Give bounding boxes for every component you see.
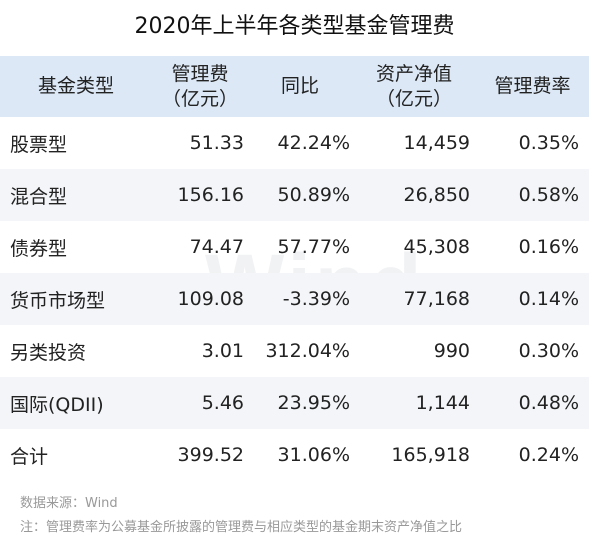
cell-fee-rate: 0.14% — [476, 273, 589, 325]
header-fund-type: 基金类型 — [0, 56, 152, 117]
cell-fee-rate: 0.30% — [518, 340, 579, 362]
cell-yoy: 31.06% — [277, 444, 350, 466]
header-management-fee: 管理费 （亿元） — [152, 56, 248, 117]
cell-fee-rate: 0.24% — [518, 444, 579, 466]
footnote: 注：管理费率为公募基金所披露的管理费与相应类型的基金期末资产净值之比 — [20, 520, 463, 535]
cell-yoy: 57.77% — [277, 236, 350, 258]
cell-fund-type: 债券型 — [10, 237, 68, 260]
cell-management-fee: 156.16 — [152, 169, 248, 221]
cell-fee-rate: 0.48% — [476, 377, 589, 429]
cell-management-fee: 5.46 — [152, 377, 248, 429]
cell-management-fee: 3.01 — [201, 340, 244, 362]
table-row: 债券型 74.47 57.77% 45,308 0.16% — [0, 221, 589, 273]
header-management-fee-line2: （亿元） — [161, 87, 238, 110]
header-net-asset-value-line2: （亿元） — [375, 87, 452, 110]
table-title: 2020年上半年各类型基金管理费 — [134, 14, 455, 39]
header-management-fee-line1: 管理费 — [171, 62, 229, 85]
header-fee-rate: 管理费率 — [476, 56, 589, 117]
cell-fund-type: 另类投资 — [10, 341, 87, 364]
cell-net-asset-value: 45,308 — [403, 236, 470, 258]
cell-fund-type: 股票型 — [10, 133, 68, 156]
cell-yoy: 42.24% — [277, 132, 350, 154]
fee-table: 基金类型 管理费 （亿元） 同比 资产净值 （亿元） 管理费率 股票型 51.3… — [0, 56, 589, 481]
table-row: 另类投资 3.01 312.04% 990 0.30% — [0, 325, 589, 377]
header-fund-type-line1: 基金类型 — [37, 75, 114, 97]
data-source-note: 数据来源：Wind — [20, 496, 118, 511]
table-row-total: 合计 399.52 31.06% 165,918 0.24% — [0, 429, 589, 481]
header-yoy: 同比 — [248, 56, 352, 117]
cell-net-asset-value: 165,918 — [391, 444, 470, 466]
table-row: 股票型 51.33 42.24% 14,459 0.35% — [0, 117, 589, 169]
header-net-asset-value-line1: 资产净值 — [375, 62, 452, 85]
header-fee-rate-line1: 管理费率 — [494, 75, 571, 97]
cell-net-asset-value: 77,168 — [352, 273, 476, 325]
table-row: 货币市场型 109.08 -3.39% 77,168 0.14% — [0, 273, 589, 325]
cell-management-fee: 74.47 — [189, 236, 244, 258]
cell-net-asset-value: 990 — [433, 340, 470, 362]
cell-yoy: 312.04% — [265, 340, 350, 362]
cell-fee-rate: 0.35% — [518, 132, 579, 154]
cell-net-asset-value: 1,144 — [352, 377, 476, 429]
cell-fund-type: 合计 — [10, 445, 49, 468]
header-yoy-line1: 同比 — [280, 75, 319, 97]
cell-fund-type: 货币市场型 — [0, 273, 152, 325]
cell-management-fee: 399.52 — [177, 444, 244, 466]
cell-net-asset-value: 14,459 — [403, 132, 470, 154]
table-row: 国际(QDII) 5.46 23.95% 1,144 0.48% — [0, 377, 589, 429]
cell-fee-rate: 0.58% — [476, 169, 589, 221]
cell-fund-type: 混合型 — [0, 169, 152, 221]
header-net-asset-value: 资产净值 （亿元） — [352, 56, 476, 117]
cell-yoy: 50.89% — [248, 169, 352, 221]
cell-management-fee: 109.08 — [152, 273, 248, 325]
cell-fund-type: 国际(QDII) — [0, 377, 152, 429]
table-row: 混合型 156.16 50.89% 26,850 0.58% — [0, 169, 589, 221]
cell-yoy: 23.95% — [248, 377, 352, 429]
table-header-row: 基金类型 管理费 （亿元） 同比 资产净值 （亿元） 管理费率 — [0, 56, 589, 117]
cell-net-asset-value: 26,850 — [352, 169, 476, 221]
cell-yoy: -3.39% — [248, 273, 352, 325]
cell-fee-rate: 0.16% — [518, 236, 579, 258]
cell-management-fee: 51.33 — [189, 132, 244, 154]
